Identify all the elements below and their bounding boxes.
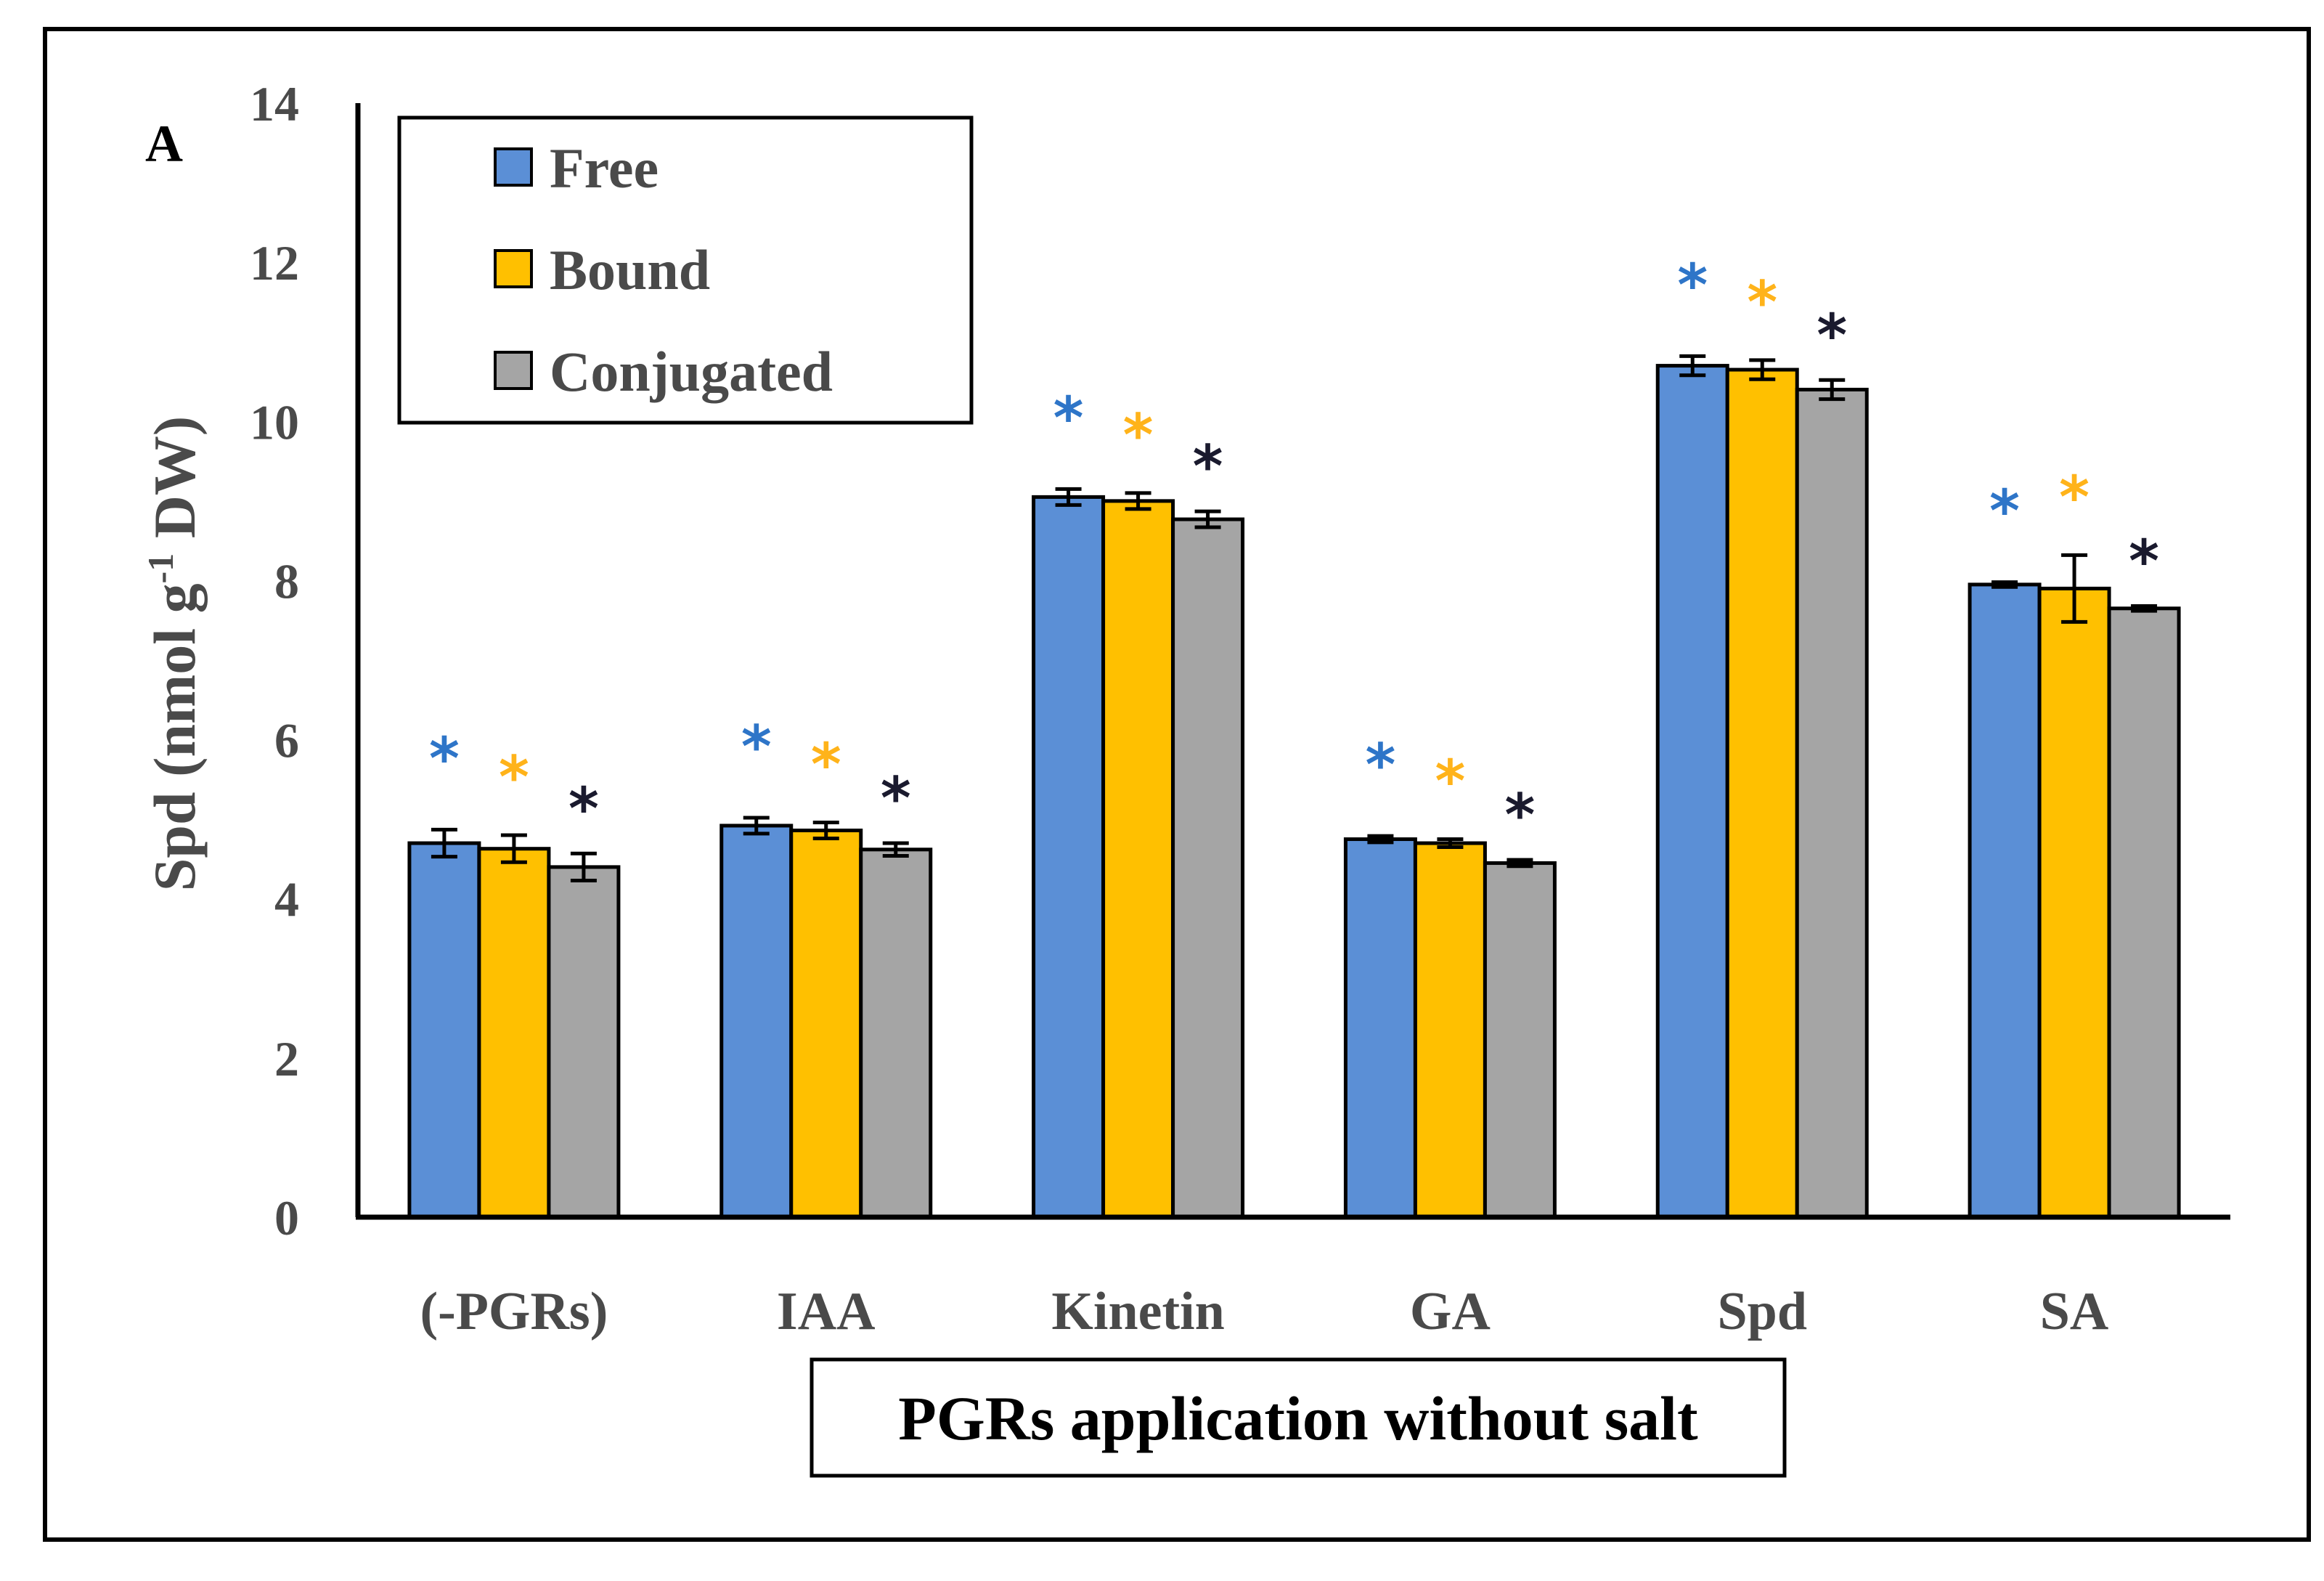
bar-conjugated [1483, 861, 1557, 1219]
significance-star: * [1989, 478, 2020, 545]
bar-conjugated [859, 848, 933, 1219]
significance-star: * [1747, 269, 1777, 336]
legend-label-free: Free [550, 137, 659, 200]
bar-conjugated [1171, 517, 1245, 1219]
x-axis-title: PGRs application without salt [810, 1357, 1787, 1478]
y-axis-label: Spd (nmol g-1 DW) [140, 416, 208, 892]
significance-star: * [1123, 402, 1154, 469]
x-axis-title-text: PGRs application without salt [898, 1383, 1698, 1453]
y-tick-label: 2 [274, 1031, 299, 1086]
bars-group [407, 354, 2181, 1219]
bar-bound [1101, 499, 1175, 1219]
significance-star: * [741, 713, 772, 781]
y-tick-label: 12 [250, 235, 299, 290]
y-tick-label: 4 [274, 872, 299, 927]
y-tick-label: 0 [274, 1190, 299, 1245]
significance-star: * [1365, 731, 1395, 799]
y-tick-label: 6 [274, 713, 299, 768]
legend-swatch-bound [494, 249, 533, 288]
x-axis-ticks: (-PGRs) IAA Kinetin GA Spd SA [420, 1282, 2108, 1341]
significance-star: * [2059, 463, 2089, 531]
significance-star: * [1677, 251, 1708, 319]
legend: Free Bound Conjugated [397, 115, 974, 425]
x-tick-label: Spd [1718, 1282, 1807, 1341]
significance-star: * [499, 744, 529, 811]
bar-free [407, 841, 481, 1219]
significance-star: * [568, 775, 599, 842]
legend-label-bound: Bound [550, 238, 710, 301]
x-tick-label: SA [2040, 1282, 2109, 1341]
bar-conjugated [2107, 606, 2181, 1219]
bar-conjugated [1795, 387, 1869, 1219]
bar-free [1343, 837, 1417, 1219]
bar-conjugated [547, 865, 621, 1219]
significance-star: * [1435, 748, 1465, 816]
significance-star: * [1504, 781, 1535, 849]
bar-free [1968, 582, 2042, 1219]
panel-label: A [145, 115, 183, 173]
legend-label-conjugated: Conjugated [550, 340, 833, 403]
y-tick-label: 8 [274, 553, 299, 609]
significance-star: * [1193, 433, 1223, 500]
bar-bound [2037, 586, 2111, 1219]
bar-bound [789, 828, 863, 1219]
bar-free [1032, 495, 1106, 1219]
bar-free [1655, 364, 1729, 1219]
legend-swatch-free [494, 147, 533, 187]
x-tick-label: Kinetin [1051, 1282, 1224, 1341]
significance-star: * [811, 731, 841, 799]
y-axis-ticks: 0 2 4 6 8 10 12 14 [250, 76, 299, 1245]
bar-free [719, 824, 794, 1219]
y-tick-label: 14 [250, 76, 299, 131]
significance-markers: * * * * * * * * * * * * * * * * * * [429, 251, 2159, 849]
bar-bound [1413, 841, 1487, 1219]
y-tick-label: 10 [250, 394, 299, 450]
x-tick-label: IAA [777, 1282, 876, 1341]
significance-star: * [429, 725, 460, 792]
x-axis-title-box [810, 1357, 1787, 1478]
significance-star: * [1817, 301, 1847, 369]
bar-bound [1725, 367, 1799, 1219]
significance-star: * [1053, 384, 1084, 452]
legend-swatch-conjugated [494, 351, 533, 390]
bar-bound [477, 847, 551, 1219]
x-tick-label: (-PGRs) [420, 1282, 608, 1341]
x-tick-label: GA [1410, 1282, 1491, 1341]
significance-star: * [2129, 527, 2159, 595]
significance-star: * [881, 765, 911, 832]
